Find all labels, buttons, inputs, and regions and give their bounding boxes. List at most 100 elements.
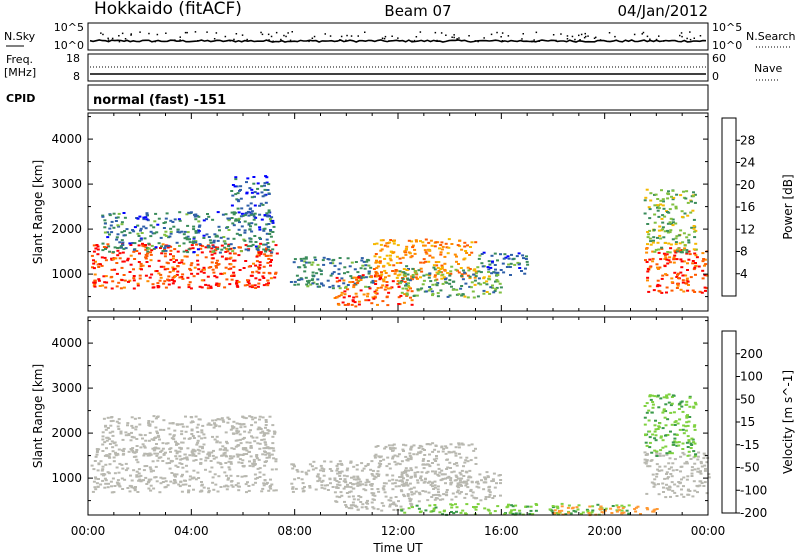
scatter-cell bbox=[433, 274, 437, 277]
nsearch-point bbox=[521, 38, 523, 40]
scatter-cell bbox=[215, 262, 218, 264]
scatter-cell bbox=[213, 438, 217, 441]
scatter-cell bbox=[202, 219, 206, 222]
scatter-cell bbox=[172, 474, 176, 477]
scatter-cell bbox=[156, 223, 160, 226]
scatter-cell bbox=[458, 479, 462, 482]
scatter-cell bbox=[132, 487, 136, 490]
scatter-cell bbox=[664, 445, 668, 448]
scatter-cell bbox=[463, 271, 467, 274]
scatter-cell bbox=[397, 296, 401, 299]
scatter-cell bbox=[373, 275, 377, 278]
scatter-cell bbox=[469, 459, 473, 462]
scatter-cell bbox=[263, 188, 267, 191]
scatter-cell bbox=[183, 457, 187, 460]
scatter-cell bbox=[462, 481, 466, 484]
scatter-cell bbox=[464, 484, 468, 487]
scatter-cell bbox=[126, 422, 130, 425]
scatter-cell bbox=[646, 223, 650, 225]
scatter-cell bbox=[375, 472, 379, 475]
scatter-cell bbox=[226, 237, 230, 240]
scatter-cell bbox=[488, 292, 492, 295]
scatter-cell bbox=[405, 265, 409, 268]
scatter-cell bbox=[262, 438, 266, 441]
scatter-cell bbox=[398, 476, 402, 478]
scatter-cell bbox=[675, 434, 679, 436]
scatter-cell bbox=[665, 453, 669, 456]
scatter-cell bbox=[677, 234, 681, 237]
scatter-cell bbox=[518, 512, 522, 515]
scatter-cell bbox=[264, 453, 268, 456]
scatter-cell bbox=[600, 508, 604, 511]
scatter-cell bbox=[266, 279, 270, 282]
x-tick-label: 16:00 bbox=[484, 524, 519, 538]
scatter-cell bbox=[187, 283, 191, 286]
colorbar-tick-label: 16 bbox=[740, 200, 755, 214]
scatter-cell bbox=[312, 460, 316, 463]
scatter-cell bbox=[663, 254, 667, 257]
scatter-cell bbox=[368, 483, 372, 486]
nsearch-tick-bottom: 10^0 bbox=[712, 39, 742, 52]
scatter-cell bbox=[447, 246, 451, 249]
scatter-cell bbox=[226, 421, 230, 424]
scatter-cell bbox=[185, 470, 189, 473]
scatter-cell bbox=[152, 487, 156, 490]
scatter-cell bbox=[132, 275, 136, 277]
scatter-cell bbox=[609, 507, 613, 510]
nsearch-point bbox=[124, 38, 127, 40]
scatter-cell bbox=[136, 217, 140, 220]
scatter-cell bbox=[141, 242, 144, 245]
scatter-cell bbox=[206, 213, 209, 215]
freq-panel bbox=[87, 53, 709, 82]
scatter-cell bbox=[454, 495, 458, 498]
scatter-cell bbox=[414, 490, 418, 493]
scatter-cell bbox=[252, 215, 256, 218]
scatter-cell bbox=[667, 242, 671, 245]
scatter-cell bbox=[376, 287, 380, 289]
scatter-cell bbox=[473, 268, 477, 271]
scatter-cell bbox=[116, 453, 120, 456]
scatter-cell bbox=[646, 243, 649, 246]
scatter-cell bbox=[216, 263, 220, 266]
scatter-cell bbox=[428, 254, 432, 257]
scatter-cell bbox=[422, 458, 426, 461]
scatter-cell bbox=[646, 231, 650, 233]
scatter-cell bbox=[194, 240, 198, 243]
scatter-cell bbox=[674, 207, 678, 210]
scatter-cell bbox=[670, 277, 674, 280]
scatter-cell bbox=[265, 247, 268, 250]
scatter-cell bbox=[666, 418, 670, 421]
scatter-cell bbox=[657, 248, 661, 251]
scatter-cell bbox=[372, 507, 376, 510]
scatter-cell bbox=[496, 280, 500, 283]
scatter-cell bbox=[666, 434, 670, 436]
scatter-cell bbox=[108, 463, 112, 466]
scatter-cell bbox=[255, 457, 259, 460]
scatter-cell bbox=[101, 215, 105, 218]
scatter-cell bbox=[491, 286, 495, 289]
scatter-cell bbox=[677, 481, 681, 483]
scatter-cell bbox=[672, 196, 676, 199]
scatter-cell bbox=[305, 283, 309, 286]
scatter-cell bbox=[673, 437, 677, 440]
scatter-cell bbox=[155, 231, 159, 234]
scatter-cell bbox=[338, 484, 342, 487]
scatter-cell bbox=[271, 221, 275, 224]
scatter-cell bbox=[172, 268, 176, 271]
scatter-cell bbox=[686, 280, 690, 283]
scatter-cell bbox=[441, 473, 445, 476]
nsearch-point bbox=[649, 38, 651, 40]
scatter-cell bbox=[650, 394, 654, 397]
scatter-cell bbox=[336, 472, 340, 475]
scatter-cell bbox=[418, 511, 422, 514]
scatter-cell bbox=[269, 261, 273, 263]
scatter-cell bbox=[198, 243, 202, 246]
scatter-cell bbox=[237, 211, 241, 214]
scatter-cell bbox=[128, 231, 132, 234]
scatter-cell bbox=[188, 475, 192, 478]
colorbar-label: Velocity [m s^-1] bbox=[781, 370, 795, 474]
scatter-cell bbox=[124, 431, 128, 434]
nsearch-point bbox=[233, 38, 235, 41]
scatter-cell bbox=[220, 255, 224, 258]
scatter-cell bbox=[257, 268, 261, 271]
